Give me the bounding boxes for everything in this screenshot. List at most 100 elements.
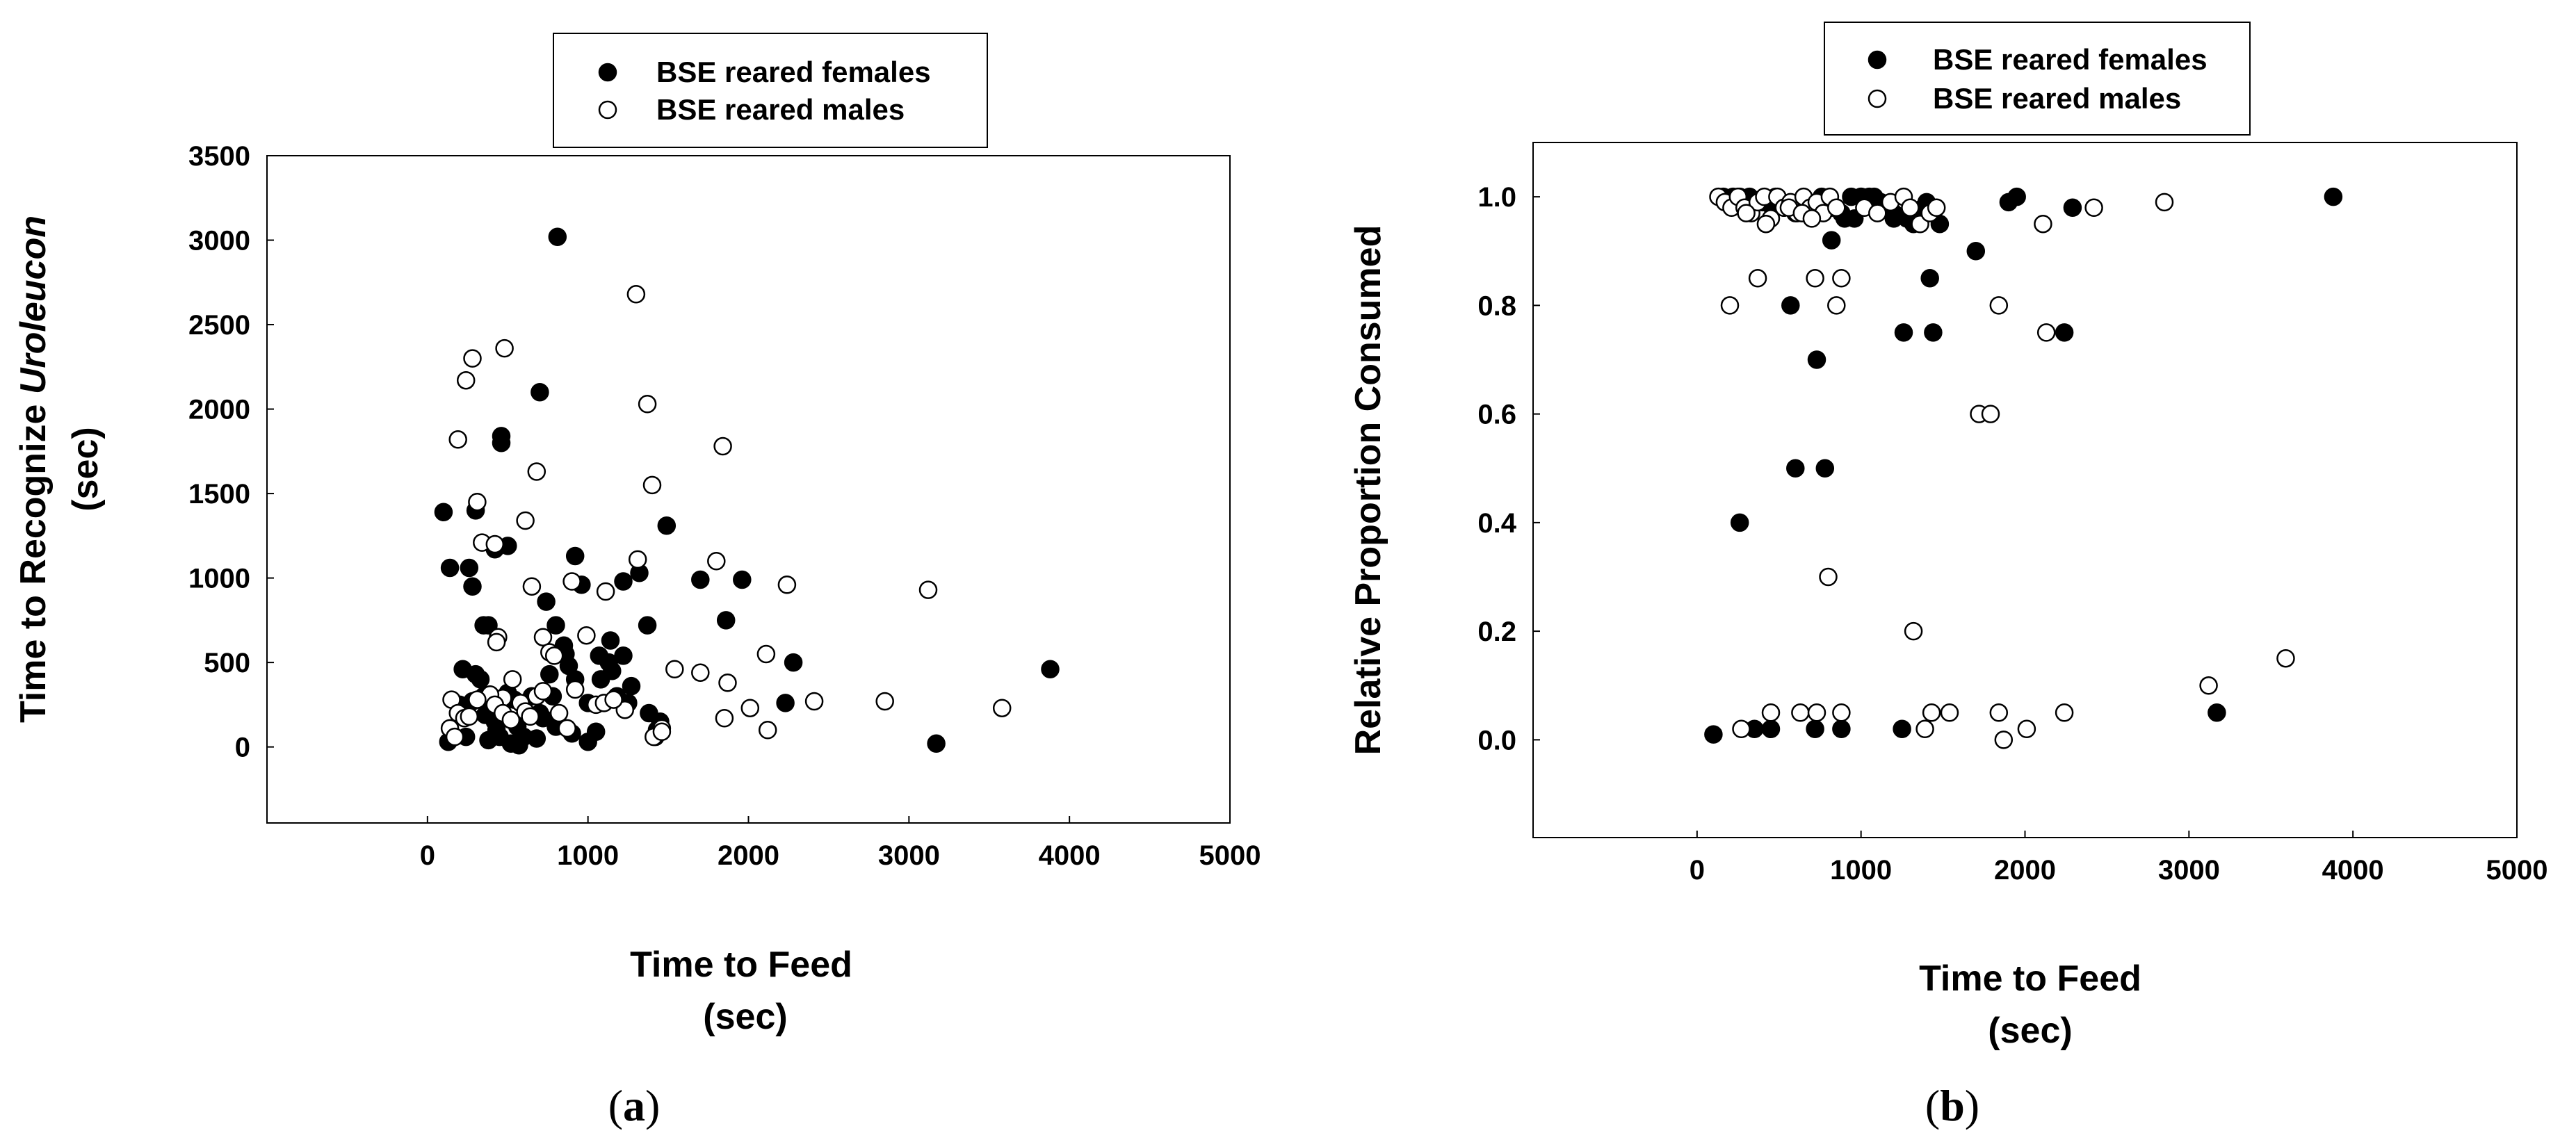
chart-b-female-point [1761,719,1781,739]
chart-a-female-point [510,735,528,755]
chart-a-data-points [434,227,1060,755]
chart-b-male-point [1732,719,1751,739]
chart-b-legend: BSE reared females BSE reared males [1824,22,2251,136]
chart-b-x-axis: 0 1000 2000 3000 4000 5000 [1690,831,2548,886]
chart-a-male-point [918,580,938,599]
chart-b-male-point [1827,198,1846,218]
chart-a-male-point [456,370,476,390]
chart-b-female-point [1806,719,1824,739]
chart-a-male-point [487,633,506,652]
chart-a-female-point [638,616,657,635]
chart-b-legend-box [1824,22,2251,136]
chart-b-y-tick-label: 0.6 [1477,400,1516,430]
chart-b-y-tick-label: 0.4 [1477,508,1516,539]
chart-b-x-tick-label: 0 [1690,855,1705,886]
chart-a-female-point [460,558,479,578]
chart-b-male-point [2155,193,2174,212]
chart-a-female-point [614,646,633,665]
chart-b-female-point [1786,459,1805,478]
chart-a-male-point [638,395,657,414]
chart-b-male-point [2199,676,2218,695]
chart-b-male-point [1802,209,1822,228]
chart-a-male-point [777,576,797,594]
chart-a-male-point [527,462,546,481]
chart-a-female-point [578,733,597,751]
chart-b-y-tick-label: 0.0 [1477,725,1516,756]
chart-a-x-tick-label: 1000 [557,840,619,871]
chart-a-female-point [622,676,641,696]
chart-a-legend-male-marker [598,100,617,120]
chart-a-female-point [546,616,565,635]
chart-a-y-tick-label: 1000 [188,564,250,594]
chart-b-x-label-line1: Time to Feed [1919,959,2141,999]
chart-a-male-point [485,535,505,554]
chart-a: 0 1000 2000 3000 4000 5000 0 500 1000 1500 2000 25… [13,33,1261,1130]
chart-a-x-tick-label: 0 [420,840,435,871]
chart-b-male-point [1761,703,1781,722]
chart-a-female-point [603,662,622,680]
chart-b-male-point [2036,323,2056,342]
chart-a-male-point [448,430,467,449]
chart-a-male-point [715,709,734,728]
chart-a-female-point [537,592,556,611]
chart-b-male-point [1806,269,1824,288]
chart-b-male-point [1927,198,1946,218]
chart-a-male-point [628,550,647,569]
chart-b-female-point [1832,719,1851,739]
chart-a-x-label-line2: (sec) [703,997,787,1037]
chart-b-male-point [1819,567,1838,587]
chart-b-female-point [1924,323,1943,342]
chart-a-male-point [468,690,487,709]
chart-b-male-point [1832,703,1851,722]
chart-a-male-point [522,577,542,596]
chart-a-female-point [927,734,946,753]
chart-b-male-point [1904,621,1923,641]
chart-b-female-point [1822,231,1841,250]
chart-a-y-label-line2: (sec) [65,427,106,511]
chart-a-x-tick-label: 5000 [1199,840,1261,871]
chart-b-male-point [1737,204,1756,222]
chart-b-male-point [2017,719,2036,739]
chart-b-x-tick-label: 4000 [2322,855,2384,886]
chart-a-legend-box [553,33,988,148]
chart-b: 0 1000 2000 3000 4000 5000 0.0 0.2 0.4 0.6 0.8 1.0… [1348,22,2547,1130]
chart-a-male-point [740,699,760,717]
chart-a-female-point [492,433,511,452]
chart-a-male-point [544,646,564,665]
chart-b-female-point [2055,323,2074,342]
chart-b-x-tick-label: 5000 [2486,855,2548,886]
chart-a-y-tick-label: 2500 [188,310,250,341]
chart-a-legend: BSE reared females BSE reared males [553,33,988,148]
chart-b-male-point [1720,296,1740,315]
chart-b-panel-label: (b) [1925,1081,1979,1130]
chart-b-y-tick-label: 0.2 [1477,617,1516,647]
chart-a-female-point [691,570,710,589]
chart-b-y-tick-label: 0.8 [1477,291,1516,321]
chart-a-male-point [626,285,646,304]
chart-b-x-tick-label: 1000 [1830,855,1892,886]
chart-a-male-point [516,511,535,530]
chart-b-male-point [1922,703,1941,722]
chart-b-female-point [1730,513,1749,532]
chart-b-male-point [2084,198,2103,218]
chart-a-y-tick-label: 2000 [188,395,250,425]
chart-b-x-label-line2: (sec) [1988,1011,2072,1051]
chart-a-female-point [1041,660,1060,679]
chart-a-male-point [533,682,553,701]
chart-b-female-point [1966,242,1986,261]
chart-b-male-point [1989,296,2009,315]
chart-b-male-point [1994,731,2014,749]
chart-b-female-point [1999,193,2018,212]
chart-a-legend-female-marker [598,63,617,82]
chart-a-y-axis: 0 500 1000 1500 2000 2500 3000 3500 [188,141,274,763]
chart-a-female-point [463,577,482,596]
chart-a-male-point [875,692,894,711]
chart-b-legend-male-label: BSE reared males [1933,82,2181,115]
chart-b-female-point [2324,187,2343,206]
chart-a-male-point [503,670,522,689]
chart-a-x-tick-label: 4000 [1039,840,1101,871]
chart-b-male-point [1756,214,1776,234]
chart-a-male-point [665,660,684,679]
chart-a-x-label-line1: Time to Feed [630,945,852,985]
